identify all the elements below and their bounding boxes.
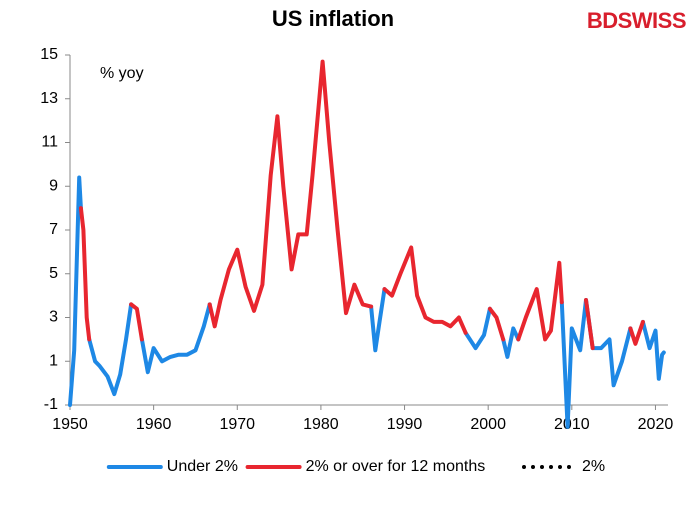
y-tick-label: 15 (40, 46, 58, 63)
x-tick-label: 1960 (136, 416, 172, 433)
x-tick-label: 1950 (52, 416, 88, 433)
logo: BDSWISS (587, 8, 686, 33)
y-tick-label: 9 (49, 177, 58, 194)
legend-label: Under 2% (167, 458, 238, 475)
x-tick-label: 2020 (638, 416, 674, 433)
legend-label: 2% (582, 458, 605, 475)
y-tick-label: 5 (49, 265, 58, 282)
x-tick-label: 1980 (303, 416, 339, 433)
x-tick-label: 1990 (387, 416, 423, 433)
x-tick-label: 2010 (554, 416, 590, 433)
y-tick-label: 7 (49, 221, 58, 238)
x-tick-label: 2000 (470, 416, 506, 433)
y-tick-label: 3 (49, 309, 58, 326)
y-tick-label: 1 (49, 352, 58, 369)
y-tick-label: 11 (41, 134, 58, 151)
annotation: % yoy (100, 65, 144, 82)
y-tick-label: -1 (44, 396, 58, 413)
series-line (78, 59, 645, 351)
legend-label: 2% or over for 12 months (306, 458, 486, 475)
x-tick-label: 1970 (219, 416, 255, 433)
chart-title: US inflation (272, 6, 394, 31)
y-tick-label: 13 (40, 90, 58, 107)
